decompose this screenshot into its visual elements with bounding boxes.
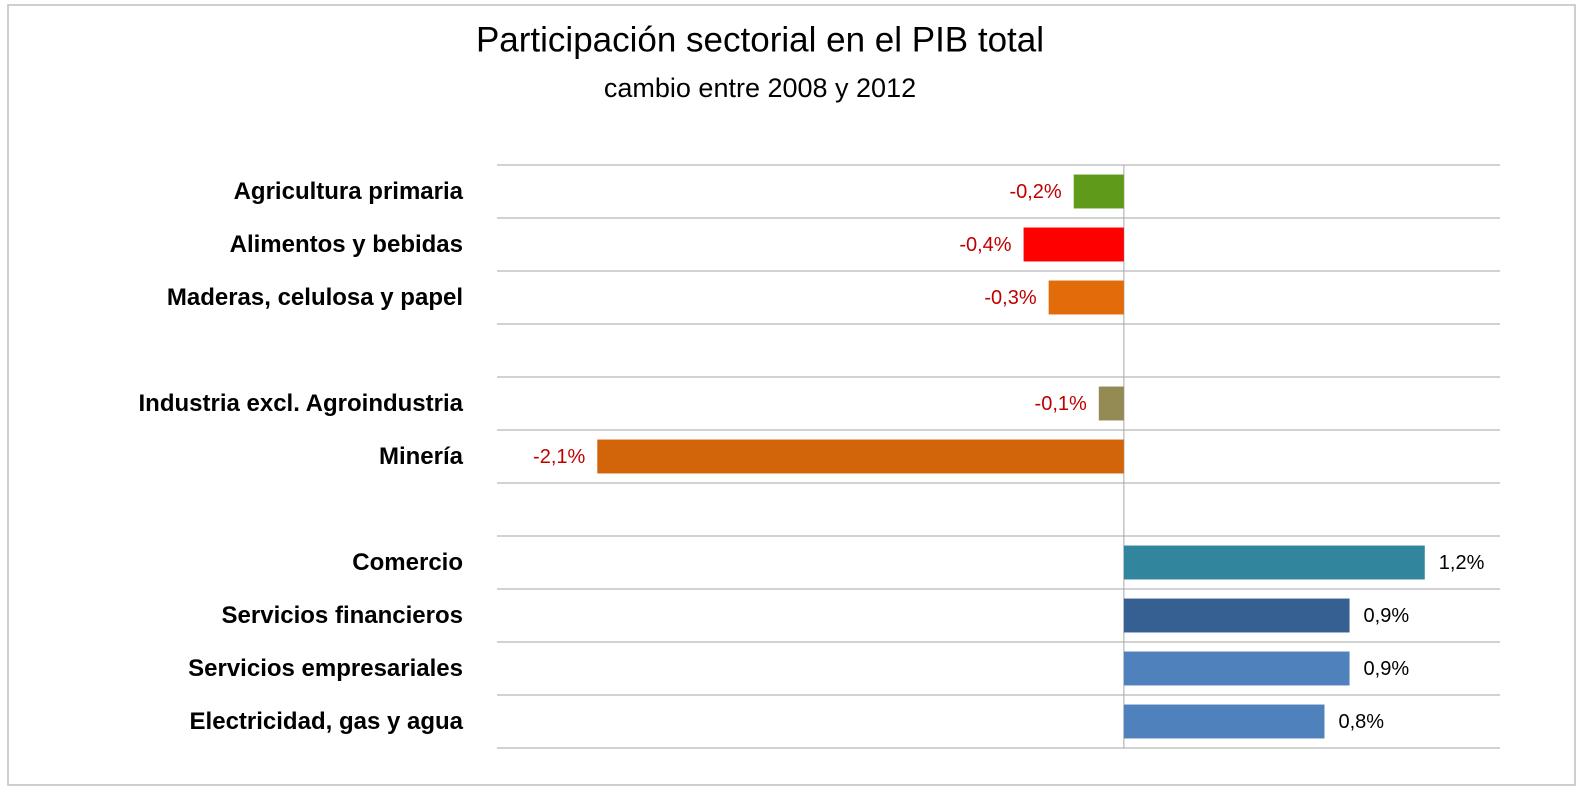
value-label: 0,8% (1338, 711, 1384, 733)
value-label: -2,1% (533, 446, 585, 468)
bar (1073, 174, 1124, 209)
category-label: Industria excl. Agroindustria (138, 390, 463, 417)
bar (1123, 545, 1425, 580)
category-label: Servicios financieros (222, 602, 463, 629)
value-label: -0,2% (1009, 181, 1061, 203)
bar (1123, 704, 1325, 739)
category-label: Electricidad, gas y agua (190, 708, 464, 735)
category-label: Comercio (352, 549, 463, 576)
bar (597, 439, 1124, 474)
chart-subtitle: cambio entre 2008 y 2012 (604, 73, 916, 103)
bar (1098, 386, 1124, 421)
value-label: 1,2% (1439, 552, 1485, 574)
value-label: 0,9% (1364, 658, 1410, 680)
bar (1023, 227, 1124, 262)
category-label: Agricultura primaria (234, 178, 464, 205)
value-label: 0,9% (1364, 605, 1410, 627)
bar (1048, 280, 1124, 315)
bar (1123, 651, 1350, 686)
value-label: -0,1% (1035, 393, 1087, 415)
category-label: Maderas, celulosa y papel (167, 284, 463, 311)
bar (1123, 598, 1350, 633)
chart-title: Participación sectorial en el PIB total (476, 20, 1044, 59)
value-label: -0,4% (959, 234, 1011, 256)
category-label: Minería (379, 443, 464, 470)
category-label: Alimentos y bebidas (230, 231, 463, 258)
category-label: Servicios empresariales (188, 655, 463, 682)
value-label: -0,3% (984, 287, 1036, 309)
